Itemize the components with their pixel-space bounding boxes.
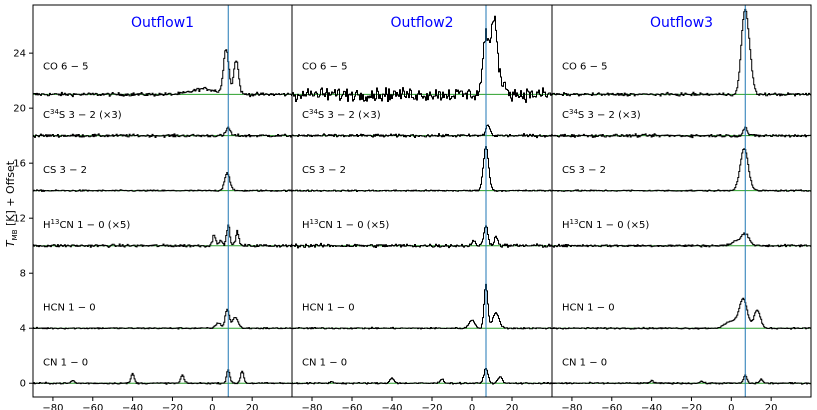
line-label-c34s-panel1: C34S 3 − 2 (×3) bbox=[43, 108, 122, 121]
y-tick-label: 4 bbox=[20, 324, 26, 335]
x-tick-label: −60 bbox=[601, 403, 622, 410]
x-tick-label: 20 bbox=[246, 403, 259, 410]
x-tick-label: −80 bbox=[561, 403, 582, 410]
panel-title-2: Outflow2 bbox=[390, 15, 453, 31]
line-label-cn-panel1: CN 1 − 0 bbox=[43, 357, 88, 368]
y-tick-label: 0 bbox=[20, 379, 26, 390]
spectrum-cs-panel3 bbox=[551, 148, 812, 192]
x-tick-label: 20 bbox=[765, 403, 778, 410]
line-label-h13cn-panel1: H13CN 1 − 0 (×5) bbox=[43, 218, 130, 231]
spectrum-hcn-panel3 bbox=[551, 297, 812, 330]
line-label-hcn-panel3: HCN 1 − 0 bbox=[562, 302, 615, 313]
line-label-cs-panel1: CS 3 − 2 bbox=[43, 165, 87, 176]
y-tick-label: 12 bbox=[13, 214, 26, 225]
y-axis-label-main: T bbox=[4, 239, 17, 247]
spectrum-cn-panel3 bbox=[551, 374, 812, 385]
x-tick-label: −40 bbox=[641, 403, 662, 410]
y-tick-label: 24 bbox=[13, 49, 26, 60]
spectrum-h13cn-panel3 bbox=[551, 232, 812, 248]
panel-title-3: Outflow3 bbox=[650, 15, 713, 31]
x-tick-label: −60 bbox=[341, 403, 362, 410]
x-tick-label: 0 bbox=[469, 403, 475, 410]
x-tick-label: −80 bbox=[42, 403, 63, 410]
x-tick-label: −80 bbox=[301, 403, 322, 410]
line-label-cs-panel3: CS 3 − 2 bbox=[562, 165, 606, 176]
spectrum-c34s-panel3 bbox=[551, 126, 812, 139]
x-tick-label: 0 bbox=[728, 403, 734, 410]
line-label-c34s-panel3: C34S 3 − 2 (×3) bbox=[562, 108, 641, 121]
spectrum-co-panel3 bbox=[551, 8, 812, 97]
x-tick-label: −20 bbox=[162, 403, 183, 410]
line-label-h13cn-panel2: H13CN 1 − 0 (×5) bbox=[302, 218, 389, 231]
spectrum-c34s-panel2 bbox=[291, 124, 553, 139]
line-label-hcn-panel2: HCN 1 − 0 bbox=[302, 302, 355, 313]
spectrum-cn-panel2 bbox=[291, 367, 553, 385]
spectrum-h13cn-panel1 bbox=[32, 224, 293, 248]
spectrum-cs-panel1 bbox=[32, 172, 293, 193]
spectrum-h13cn-panel2 bbox=[291, 225, 553, 249]
y-tick-label: 8 bbox=[20, 269, 26, 280]
line-label-cn-panel3: CN 1 − 0 bbox=[562, 357, 607, 368]
spectrum-c34s-panel1 bbox=[32, 126, 293, 138]
y-axis-label: TMB [K] + Offset bbox=[4, 160, 19, 247]
spectrum-cn-panel1 bbox=[32, 369, 293, 385]
x-tick-label: −40 bbox=[381, 403, 402, 410]
line-label-h13cn-panel3: H13CN 1 − 0 (×5) bbox=[562, 218, 649, 231]
x-tick-label: −20 bbox=[421, 403, 442, 410]
line-label-cn-panel2: CN 1 − 0 bbox=[302, 357, 347, 368]
spectrum-co-panel1 bbox=[32, 49, 293, 98]
panel-2: Outflow2 CO 6 − 5 C34S 3 − 2 (×3) CS 3 − 2 H… bbox=[291, 5, 553, 397]
line-label-hcn-panel1: HCN 1 − 0 bbox=[43, 302, 96, 313]
y-axis-label-sub: MB bbox=[11, 229, 19, 240]
spectrum-hcn-panel2 bbox=[291, 283, 553, 330]
panel-3: Outflow3 CO 6 − 5 C34S 3 − 2 (×3) CS 3 − 2 H… bbox=[551, 5, 812, 397]
x-tick-label: −20 bbox=[681, 403, 702, 410]
panel-title-1: Outflow1 bbox=[131, 15, 194, 31]
axes-group: −80 −60 −40 −20 0 20 −80 −60 −40 −20 0 20 −80 −60 −40 −… bbox=[13, 4, 812, 410]
panel-1: Outflow1 CO 6 − 5 C34S 3 − 2 (×3) CS 3 − 2 H… bbox=[32, 5, 293, 397]
plot-frame bbox=[32, 4, 812, 398]
y-axis-label-rest: [K] + Offset bbox=[4, 160, 17, 229]
line-label-co-panel1: CO 6 − 5 bbox=[43, 62, 89, 73]
y-tick-label: 16 bbox=[13, 159, 26, 170]
x-tick-label: −60 bbox=[82, 403, 103, 410]
panels-group: Outflow1 CO 6 − 5 C34S 3 − 2 (×3) CS 3 − 2 H… bbox=[32, 5, 812, 397]
line-label-c34s-panel2: C34S 3 − 2 (×3) bbox=[302, 108, 381, 121]
line-label-co-panel3: CO 6 − 5 bbox=[562, 62, 608, 73]
spectrum-hcn-panel1 bbox=[32, 308, 293, 330]
y-tick-label: 20 bbox=[13, 104, 26, 115]
x-tick-label: −40 bbox=[122, 403, 143, 410]
x-tick-label: 20 bbox=[506, 403, 519, 410]
spectrum-cs-panel2 bbox=[291, 146, 553, 192]
line-label-cs-panel2: CS 3 − 2 bbox=[302, 165, 346, 176]
line-label-co-panel2: CO 6 − 5 bbox=[302, 62, 348, 73]
spectrum-co-panel2 bbox=[291, 15, 553, 103]
x-tick-label: 0 bbox=[209, 403, 215, 410]
